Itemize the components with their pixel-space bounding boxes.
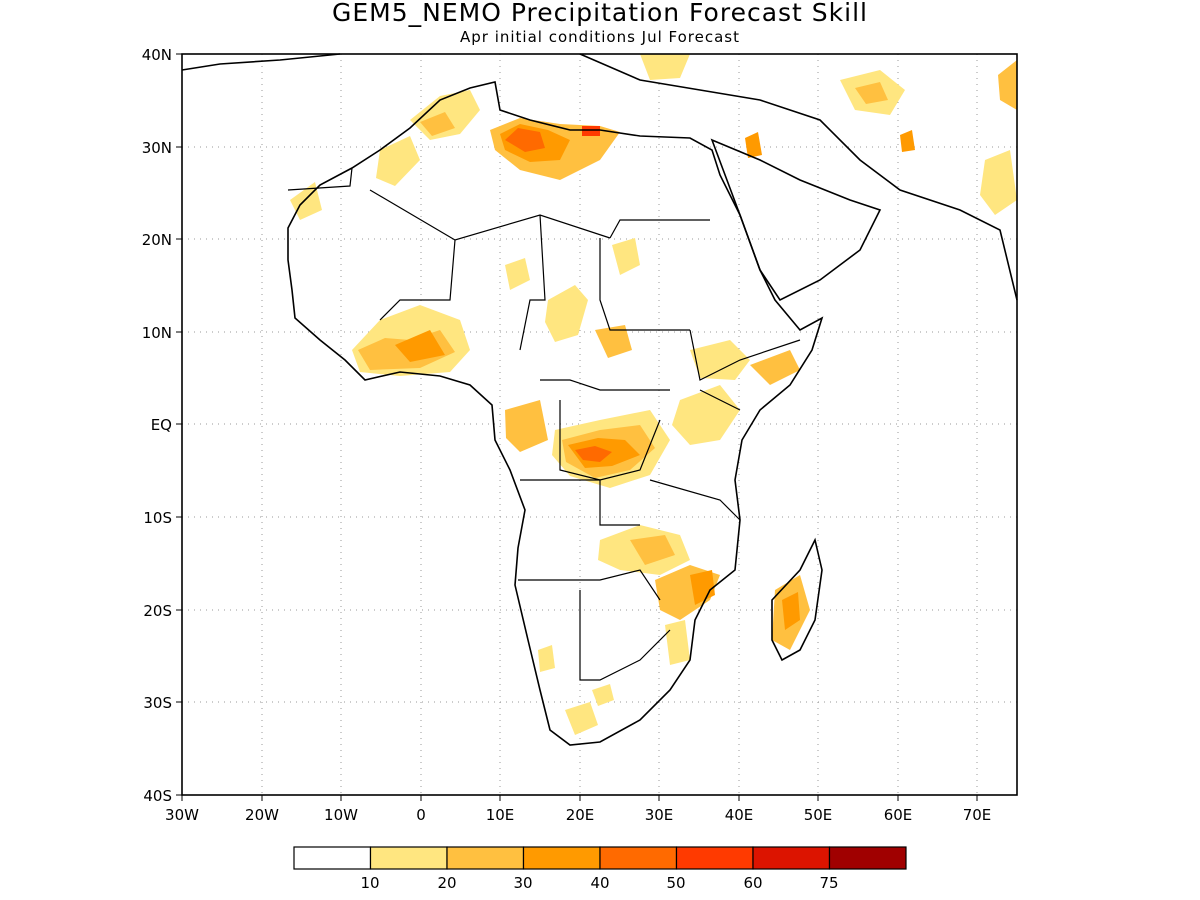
lat-axis: 40N 30N 20N 10N EQ 10S 20S 30S 40S	[142, 46, 172, 805]
colorbar-label: 60	[743, 874, 762, 892]
colorbar-label: 75	[819, 874, 838, 892]
map-title: GEM5_NEMO Precipitation Forecast Skill	[332, 0, 868, 27]
colorbar-label: 50	[666, 874, 685, 892]
colorbar: 10 20 30 40 50 60 75	[293, 846, 907, 892]
colorbar-label: 20	[437, 874, 456, 892]
country-borders	[287, 167, 801, 681]
lat-label: 10S	[143, 509, 172, 527]
lon-label: 0	[416, 806, 426, 824]
map-subtitle: Apr initial conditions Jul Forecast	[459, 28, 740, 46]
lat-label: EQ	[151, 416, 172, 434]
lon-label: 10E	[486, 806, 515, 824]
lon-label: 50E	[804, 806, 833, 824]
colorbar-label: 40	[590, 874, 609, 892]
colorbar-swatch	[369, 846, 448, 870]
lon-label: 10W	[324, 806, 358, 824]
lon-axis: 30W 20W 10W 0 10E 20E 30E 40E 50E 60E 70…	[165, 806, 991, 824]
lat-label: 20N	[142, 231, 172, 249]
colorbar-swatch	[446, 846, 525, 870]
lat-label: 40S	[143, 787, 172, 805]
lat-label: 20S	[143, 602, 172, 620]
lon-label: 60E	[884, 806, 913, 824]
tick-marks	[176, 53, 978, 801]
skill-shading	[290, 54, 1017, 735]
colorbar-swatch	[599, 846, 678, 870]
colorbar-swatch	[828, 846, 907, 870]
lon-label: 20E	[566, 806, 595, 824]
colorbar-swatch	[752, 846, 831, 870]
lon-label: 70E	[963, 806, 992, 824]
lat-label: 30N	[142, 139, 172, 157]
lon-label: 30E	[645, 806, 674, 824]
colorbar-swatch	[675, 846, 754, 870]
colorbar-label: 30	[513, 874, 532, 892]
colorbar-swatch	[522, 846, 601, 870]
lat-label: 40N	[142, 46, 172, 64]
lon-label: 40E	[725, 806, 754, 824]
lon-label: 20W	[245, 806, 279, 824]
colorbar-swatch	[293, 846, 372, 870]
lon-label: 30W	[165, 806, 199, 824]
lat-label: 30S	[143, 694, 172, 712]
lat-label: 10N	[142, 324, 172, 342]
colorbar-label: 10	[360, 874, 379, 892]
